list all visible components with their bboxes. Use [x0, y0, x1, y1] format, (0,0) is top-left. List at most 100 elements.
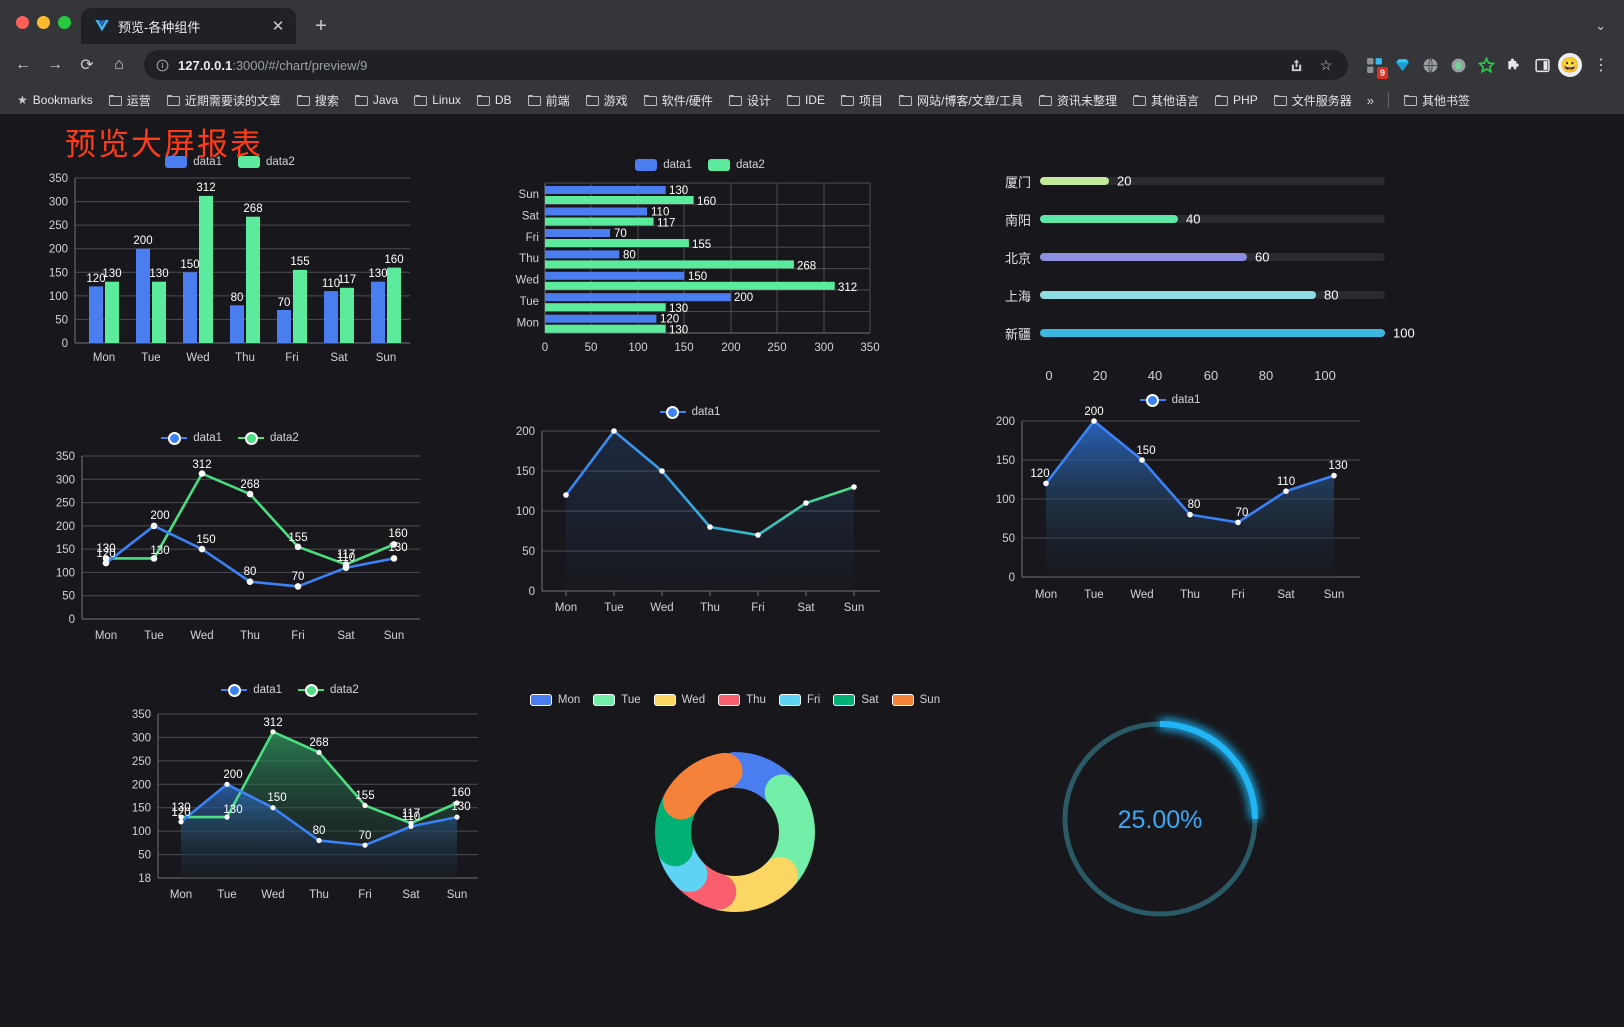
- bookmark-manager-item[interactable]: ★ Bookmarks: [10, 90, 100, 110]
- bookmark-folder-articles[interactable]: 近期需要读的文章: [160, 89, 288, 112]
- extensions-grid-icon[interactable]: 9: [1362, 53, 1388, 79]
- legend-item-tue[interactable]: Tue: [593, 694, 641, 706]
- bookmark-folder-news[interactable]: 资讯未整理: [1032, 89, 1124, 112]
- bookmark-label: 项目: [858, 93, 883, 108]
- svg-text:100: 100: [628, 342, 647, 354]
- bookmark-label: 设计: [746, 93, 771, 108]
- svg-text:Fri: Fri: [1231, 589, 1244, 601]
- reload-button[interactable]: ⟳: [80, 57, 94, 74]
- bookmark-label: DB: [494, 93, 512, 107]
- svg-text:120: 120: [96, 548, 115, 560]
- legend-item-fri[interactable]: Fri: [778, 694, 820, 706]
- legend-item-data1[interactable]: data1: [165, 156, 222, 168]
- folder-icon: [840, 94, 854, 106]
- progress-row-beijing: 北京 60: [985, 238, 1385, 276]
- svg-text:Mon: Mon: [93, 352, 115, 364]
- svg-text:Mon: Mon: [517, 318, 539, 330]
- bookmark-folder-fileserver[interactable]: 文件服务器: [1267, 89, 1359, 112]
- gradient-line-plot: 200 150 100 50 0 Mon Tue: [516, 426, 880, 614]
- svg-text:Sun: Sun: [519, 189, 539, 201]
- svg-text:150: 150: [516, 466, 535, 478]
- legend-item-data2[interactable]: data2: [708, 159, 765, 171]
- svg-text:70: 70: [278, 297, 291, 309]
- bookmark-folder-design[interactable]: 设计: [722, 89, 778, 112]
- legend-item-data2[interactable]: data2: [238, 432, 299, 444]
- svg-text:117: 117: [338, 274, 356, 286]
- bookmark-folder-websites[interactable]: 网站/博客/文章/工具: [892, 89, 1030, 112]
- circle-icon[interactable]: [1446, 53, 1470, 77]
- bookmarks-overflow-button[interactable]: »: [1366, 92, 1374, 108]
- bookmark-folder-other[interactable]: 其他书签: [1397, 89, 1477, 112]
- home-button[interactable]: ⌂: [114, 56, 124, 73]
- svg-text:110: 110: [322, 278, 340, 290]
- legend-label: Tue: [621, 694, 641, 706]
- bookmark-folder-php[interactable]: PHP: [1208, 90, 1265, 110]
- address-bar[interactable]: 127.0.0.1:3000/#/chart/preview/9 ☆: [144, 50, 1348, 80]
- folder-icon: [527, 94, 541, 106]
- url-path: :3000/#/chart/preview/9: [232, 57, 368, 73]
- diamond-icon[interactable]: [1390, 53, 1414, 77]
- legend-item-data1[interactable]: data1: [221, 684, 282, 696]
- folder-icon: [1133, 94, 1147, 106]
- minimize-window-button[interactable]: [37, 15, 50, 29]
- bookmark-folder-linux[interactable]: Linux: [407, 90, 468, 110]
- bookmark-folder-yunying[interactable]: 运营: [102, 89, 158, 112]
- legend-swatch: [529, 694, 552, 706]
- green-star-icon[interactable]: [1474, 53, 1498, 77]
- bookmark-folder-java[interactable]: Java: [348, 90, 405, 110]
- globe-icon[interactable]: [1418, 53, 1442, 77]
- svg-text:130: 130: [96, 543, 115, 555]
- bookmark-folder-projects[interactable]: 项目: [834, 89, 890, 112]
- svg-text:80: 80: [623, 249, 636, 261]
- legend-item-sun[interactable]: Sun: [891, 694, 940, 706]
- svg-text:150: 150: [1136, 445, 1155, 457]
- legend-item-data2[interactable]: data2: [238, 156, 295, 168]
- legend-item-thu[interactable]: Thu: [718, 694, 766, 706]
- legend-item-data1[interactable]: data1: [660, 406, 721, 418]
- sidebar-icon[interactable]: [1530, 53, 1554, 77]
- svg-text:130: 130: [102, 268, 121, 280]
- chart-legend: data1: [960, 394, 1380, 406]
- legend-swatch: [833, 694, 856, 706]
- bookmark-star-icon[interactable]: ☆: [1319, 56, 1333, 73]
- bookmark-folder-otherlang[interactable]: 其他语言: [1126, 89, 1206, 112]
- svg-text:Sat: Sat: [330, 352, 348, 364]
- close-tab-button[interactable]: ✕: [271, 17, 285, 35]
- forward-button[interactable]: →: [47, 56, 63, 73]
- vue-logo-icon: [93, 18, 110, 35]
- legend-item-data2[interactable]: data2: [298, 684, 359, 696]
- bookmark-folder-games[interactable]: 游戏: [579, 89, 635, 112]
- share-icon[interactable]: [1284, 53, 1308, 77]
- puzzle-icon[interactable]: [1502, 53, 1526, 77]
- legend-label: data1: [193, 156, 222, 168]
- back-button[interactable]: ←: [15, 56, 31, 73]
- folder-icon: [296, 94, 310, 106]
- bookmark-folder-ide[interactable]: IDE: [780, 90, 832, 110]
- close-window-button[interactable]: [16, 15, 29, 29]
- maximize-window-button[interactable]: [58, 15, 71, 29]
- folder-icon: [585, 94, 599, 106]
- legend-item-mon[interactable]: Mon: [529, 694, 580, 706]
- bookmark-folder-search[interactable]: 搜索: [290, 89, 346, 112]
- avatar[interactable]: 😀: [1558, 53, 1582, 77]
- bookmark-label: Bookmarks: [32, 93, 93, 107]
- legend-item-data1[interactable]: data1: [161, 432, 222, 444]
- svg-text:50: 50: [1002, 533, 1015, 545]
- svg-text:160: 160: [384, 254, 403, 266]
- browser-menu-button[interactable]: ⋮: [1593, 57, 1609, 74]
- bookmark-folder-frontend[interactable]: 前端: [521, 89, 577, 112]
- site-info-icon[interactable]: [156, 59, 169, 72]
- bookmark-label: 文件服务器: [1291, 93, 1352, 108]
- folder-icon: [414, 94, 428, 106]
- svg-text:130: 130: [669, 303, 688, 315]
- bookmark-folder-db[interactable]: DB: [470, 90, 519, 110]
- browser-tab[interactable]: 预览-各种组件 ✕: [81, 8, 296, 44]
- bookmark-folder-software[interactable]: 软件/硬件: [637, 89, 720, 112]
- legend-item-sat[interactable]: Sat: [833, 694, 879, 706]
- svg-text:150: 150: [674, 342, 693, 354]
- legend-item-data1[interactable]: data1: [635, 159, 692, 171]
- legend-item-wed[interactable]: Wed: [653, 694, 705, 706]
- new-tab-button[interactable]: +: [315, 14, 327, 37]
- legend-item-data1[interactable]: data1: [1140, 394, 1201, 406]
- chevron-down-icon[interactable]: ⌄: [1595, 18, 1606, 33]
